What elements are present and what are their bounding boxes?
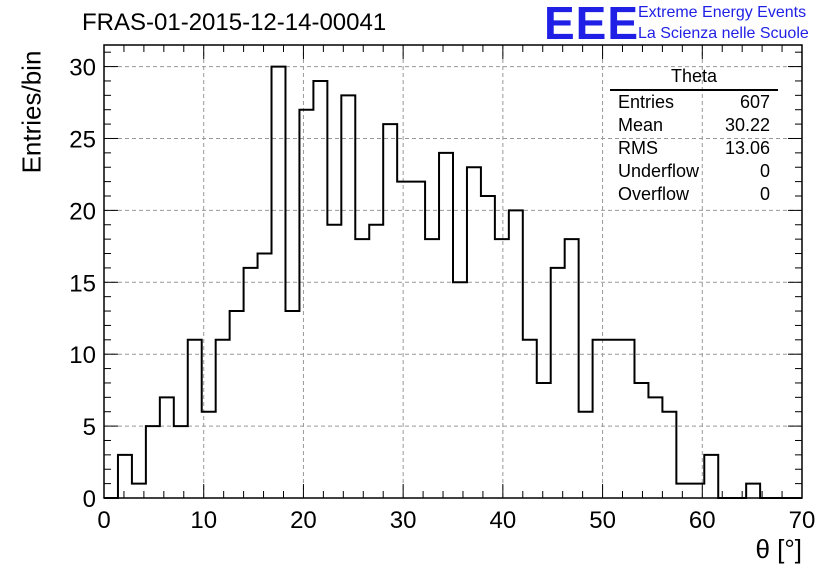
stats-row-mean: Mean 30.22 [610,114,778,137]
histogram-bin [174,426,188,498]
histogram-series-outline [104,65,802,499]
plot-frame [103,44,803,499]
y-tick-label: 5 [83,414,96,441]
stats-row-entries: Entries 607 [610,91,778,114]
histogram-bin [662,412,676,498]
stats-value: 30.22 [724,115,770,135]
stats-row-underflow: Underflow 0 [610,160,778,183]
x-tick-label: 60 [689,507,716,534]
histogram-bin [411,182,425,498]
stats-row-rms: RMS 13.06 [610,137,778,160]
stats-label: Underflow [618,161,700,181]
y-tick-label: 15 [69,270,96,297]
stats-label: Mean [618,115,664,135]
stats-value: 607 [739,92,770,112]
stats-label: Overflow [618,184,690,204]
chart-title: FRAS-01-2015-12-14-00041 [82,9,387,36]
stats-value: 0 [759,161,770,181]
histogram-bin [551,268,565,498]
histogram-bin [453,282,467,498]
histogram-bin [648,397,662,498]
histogram-bin [313,81,327,498]
histogram-bin [634,383,648,498]
y-tick-label: 0 [83,486,96,513]
histogram-bin [216,340,230,498]
histogram-bin [746,484,760,498]
histogram-bin [341,95,355,498]
histogram-bin [118,455,132,498]
histogram-bin [481,196,495,498]
x-tick-label: 50 [589,507,616,534]
histogram-bin [579,412,593,498]
stats-value: 13.06 [724,138,770,158]
histogram-bin [299,110,313,498]
y-tick-label: 30 [69,55,96,82]
logo-line-1: Extreme Energy Events [638,4,807,21]
histogram-bin [327,225,341,498]
histogram-bin [258,254,272,498]
histogram-bin [676,484,690,498]
histogram-bin [425,239,439,498]
x-tick-label: 70 [789,507,816,534]
histogram-bin [593,340,607,498]
histogram-bin [160,397,174,498]
histogram-bin [607,340,621,498]
histogram-bin [369,225,383,498]
x-tick-label: 20 [290,507,317,534]
histogram-bin [565,239,579,498]
histogram-bin [439,153,453,498]
y-tick-label: 10 [69,342,96,369]
x-tick-label: 30 [390,507,417,534]
histogram-bin [523,340,537,498]
stats-row-overflow: Overflow 0 [610,183,778,206]
histogram-bin [704,455,718,498]
histogram-bin [230,311,244,498]
x-tick-label: 40 [490,507,517,534]
histogram-bin [146,426,160,498]
eee-logo-mark: EEE [544,0,640,49]
x-axis-label: θ [°] [755,534,802,564]
eee-logo: EEE Extreme Energy Events La Scienza nel… [544,0,834,50]
x-tick-label: 10 [190,507,217,534]
stats-label: Entries [618,92,675,112]
y-tick-label: 20 [69,198,96,225]
histogram-bin [188,340,202,498]
y-tick-label: 25 [69,126,96,153]
logo-line-2: La Scienza nelle Scuole [638,25,809,42]
stats-box: Theta Entries 607 Mean 30.22 RMS 13.06 U… [610,66,778,206]
histogram-bin [537,383,551,498]
histogram-bin [244,268,258,498]
histogram-bin [383,124,397,498]
x-tick-label: 0 [97,507,110,534]
stats-label: RMS [618,138,658,158]
histogram-bin [495,239,509,498]
histogram-bin [467,167,481,498]
stats-value: 0 [759,184,770,204]
histogram-bin [355,239,369,498]
stats-title: Theta [610,66,778,91]
histogram-bin [397,182,411,498]
histogram-bin [285,311,299,498]
histogram-bin [621,340,635,498]
